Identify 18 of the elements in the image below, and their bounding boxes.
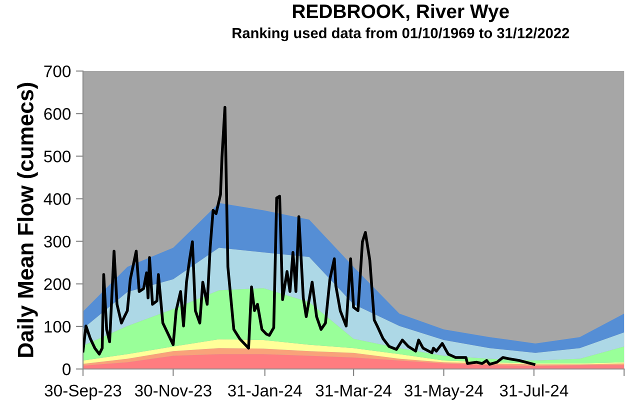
y-tick-label: 600 — [44, 108, 71, 120]
y-tick-label: 300 — [44, 236, 71, 248]
x-tick-label: 30-Sep-23 — [44, 384, 122, 400]
line-series — [83, 106, 536, 366]
x-tick-label: 31-Jul-24 — [500, 384, 568, 397]
y-axis-title: Daily Mean Flow (cumecs) — [17, 82, 38, 357]
x-tick-label: 31-Mar-24 — [316, 384, 392, 397]
y-tick-label: 200 — [44, 278, 71, 290]
chart-title: REDBROOK, River Wye — [292, 4, 509, 22]
x-tick-label: 30-Nov-23 — [134, 384, 212, 397]
chart-subtitle: Ranking used data from 01/10/1969 to 31/12/2022 — [232, 28, 570, 42]
y-tick-label: 0 — [62, 363, 71, 376]
x-tick-label: 31-Jan-24 — [228, 384, 302, 397]
y-tick-label: 500 — [44, 150, 71, 162]
y-tick-label: 700 — [44, 65, 71, 78]
y-tick-label: 400 — [44, 193, 71, 205]
y-tick-label: 100 — [44, 320, 71, 333]
x-tick-label: 31-May-24 — [404, 384, 484, 400]
